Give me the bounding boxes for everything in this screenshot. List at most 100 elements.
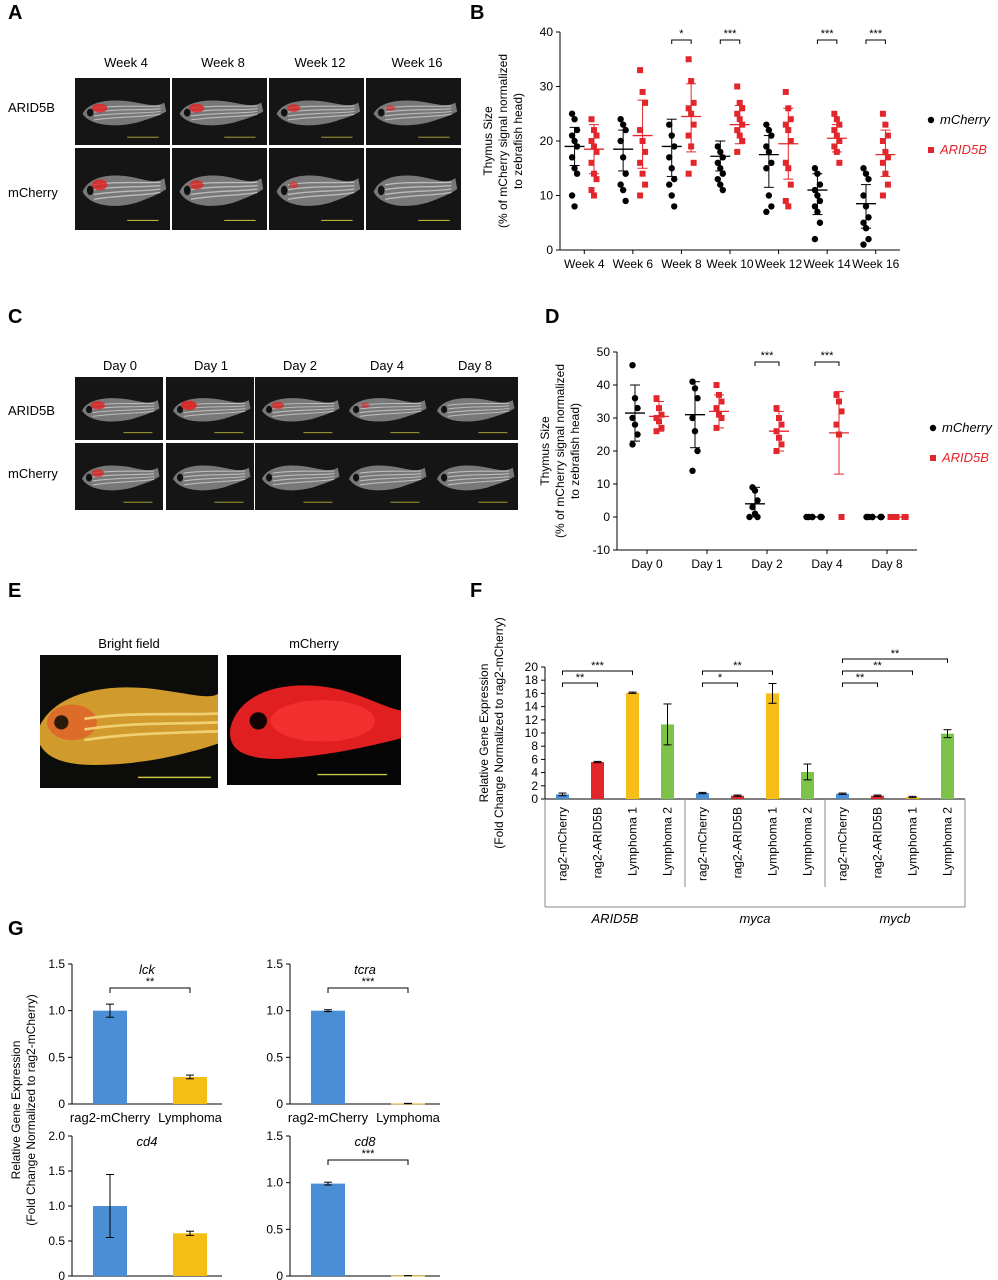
fish-body	[179, 100, 264, 126]
fish-stripe	[272, 475, 335, 482]
fish-body	[373, 100, 458, 126]
data-point-ARID5B	[588, 138, 595, 144]
subplot-title-lck: lck	[139, 962, 156, 977]
data-point-mCherry	[573, 170, 581, 177]
data-point-ARID5B	[879, 192, 886, 199]
thymus-signal	[91, 469, 105, 478]
data-point-mCherry	[714, 143, 721, 150]
bar-lck-0	[93, 1010, 127, 1104]
panel-label-c: C	[8, 306, 23, 328]
data-point-ARID5B	[831, 110, 838, 117]
data-point-mCherry	[746, 513, 753, 521]
data-point-mCherry	[860, 192, 867, 199]
y-tick-label: 1.0	[266, 1004, 283, 1018]
data-point-ARID5B	[658, 424, 665, 431]
data-point-ARID5B	[734, 148, 741, 155]
data-point-ARID5B	[782, 159, 789, 166]
panel-label-a: A	[8, 2, 23, 24]
bar-mycb-0	[836, 793, 849, 799]
fish-stripe	[359, 475, 422, 482]
fish-eye	[266, 473, 273, 482]
significance-label: ***	[724, 28, 738, 40]
legend-label-ARID5B: ARID5B	[939, 142, 987, 157]
panel-c-row-mcherry: mCherry	[8, 466, 58, 481]
fish-stripe	[384, 181, 452, 186]
y-axis-label-line: (% of mCherry signal normalized	[553, 364, 567, 538]
bar-tcra-0	[311, 1010, 345, 1104]
panel-a-fish-mcherry-0	[75, 148, 170, 230]
significance-label: **	[856, 672, 865, 684]
y-tick-label: 2	[531, 779, 538, 793]
fish-body	[276, 175, 361, 206]
fish-eye	[183, 185, 191, 196]
data-point-ARID5B	[637, 159, 644, 166]
fish-stripe	[384, 188, 452, 196]
fish-stripe	[92, 410, 155, 417]
data-point-ARID5B	[690, 99, 697, 106]
significance-bracket	[842, 682, 878, 687]
y-tick-label: 0	[276, 1097, 283, 1111]
y-tick-label: 20	[540, 134, 554, 148]
y-tick-label: 18	[525, 673, 539, 687]
data-point-ARID5B	[836, 159, 843, 166]
panel-a-col-week8: Week 8	[201, 55, 245, 70]
data-point-mCherry	[765, 192, 773, 199]
data-point-ARID5B	[588, 116, 595, 123]
fish-stripe	[447, 473, 510, 478]
fish-stripe	[359, 405, 422, 410]
data-point-mCherry	[629, 441, 636, 448]
y-tick-label: -10	[593, 543, 611, 557]
fish-body	[179, 175, 264, 206]
significance-bracket	[702, 670, 773, 675]
x-tick-label: Week 12	[755, 257, 802, 271]
fish-eye	[177, 473, 184, 482]
y-tick-label: 1.5	[48, 957, 65, 971]
data-point-ARID5B	[838, 408, 845, 415]
data-point-ARID5B	[591, 192, 597, 199]
y-tick-label: 40	[540, 25, 554, 39]
data-point-ARID5B	[833, 391, 840, 398]
x-tick-label: Week 6	[613, 257, 654, 271]
significance-label: ***	[362, 976, 376, 988]
y-tick-label: 40	[597, 378, 611, 392]
panel-c-fish-mcherry-1	[166, 443, 254, 510]
y-axis-label-line: Thymus Size	[481, 106, 495, 176]
data-point-ARID5B	[593, 176, 600, 183]
fish-eye	[377, 108, 385, 117]
x-tick-label: Lymphoma	[376, 1110, 441, 1125]
significance-bracket	[327, 1159, 409, 1165]
data-point-ARID5B	[637, 67, 644, 74]
data-point-mCherry	[671, 175, 678, 183]
data-point-mCherry	[754, 497, 761, 504]
y-tick-label: 10	[540, 189, 554, 203]
y-tick-label: 4	[531, 766, 538, 780]
x-tick-label: rag2-ARID5B	[591, 807, 605, 878]
fish-body	[437, 398, 515, 422]
data-point-mCherry	[816, 219, 824, 226]
significance-label: ***	[591, 660, 605, 672]
significance-label: **	[576, 672, 585, 684]
y-tick-label: 1.5	[48, 1164, 65, 1178]
fish-stripe	[272, 410, 335, 417]
data-point-ARID5B	[685, 105, 692, 112]
panel-e-col-mcherry: mCherry	[289, 636, 339, 651]
panel-c-fish-mcherry-0	[75, 443, 163, 510]
subplot-title-tcra: tcra	[354, 962, 376, 977]
fish-stripe	[272, 478, 335, 486]
y-axis-label-line: (Fold Change Normalized to rag2-mCherry)	[24, 994, 38, 1225]
fish-stripe	[84, 729, 218, 742]
data-point-ARID5B	[690, 159, 697, 166]
thymus-signal	[287, 104, 301, 113]
panel-a-fish-arid5b-3	[366, 78, 461, 145]
fish-body	[82, 175, 167, 206]
x-tick-label: Lymphoma 1	[626, 807, 640, 876]
fish-eye	[86, 473, 93, 482]
fish-stripe	[183, 475, 246, 482]
data-point-ARID5B	[778, 421, 785, 428]
data-point-ARID5B	[593, 148, 600, 155]
chart-b-thymus-weeks: Thymus Size (% of mCherry signal normaliz…	[481, 25, 991, 271]
data-point-mCherry	[860, 241, 867, 248]
significance-bracket	[814, 361, 840, 366]
data-point-mCherry	[568, 154, 576, 161]
fish-stripe	[93, 191, 161, 200]
